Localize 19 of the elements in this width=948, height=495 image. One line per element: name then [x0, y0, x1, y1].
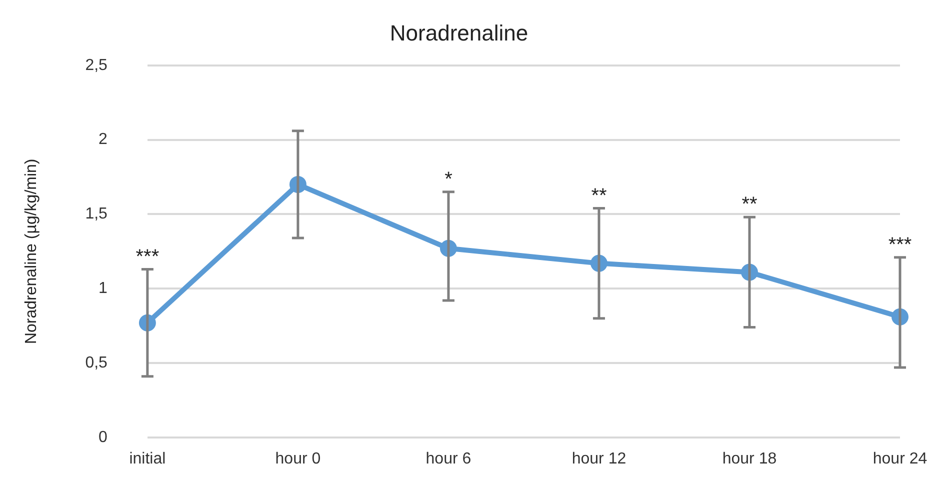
- data-label: ***: [888, 234, 912, 256]
- y-tick-label: 0,5: [85, 354, 108, 372]
- y-tick-label: 2: [98, 131, 108, 148]
- data-label: *: [444, 168, 453, 190]
- x-tick-label: initial: [129, 450, 166, 468]
- data-label: ***: [136, 246, 160, 268]
- y-tick-label: 1,5: [85, 206, 108, 223]
- x-tick-label: hour 0: [275, 450, 321, 468]
- x-tick-label: hour 18: [722, 450, 777, 468]
- data-label: **: [742, 194, 758, 216]
- x-tick-label: hour 12: [572, 450, 626, 468]
- chart-title: Noradrenaline: [390, 20, 528, 46]
- x-tick-label: hour 24: [872, 450, 928, 468]
- y-tick-label: 0: [98, 428, 108, 446]
- y-axis-title: Noradrenaline (µg/kg/min): [23, 158, 40, 344]
- x-tick-label: hour 6: [426, 450, 472, 468]
- y-tick-label: 2,5: [85, 56, 108, 74]
- y-tick-label: 1: [98, 280, 108, 298]
- data-label: **: [591, 184, 607, 207]
